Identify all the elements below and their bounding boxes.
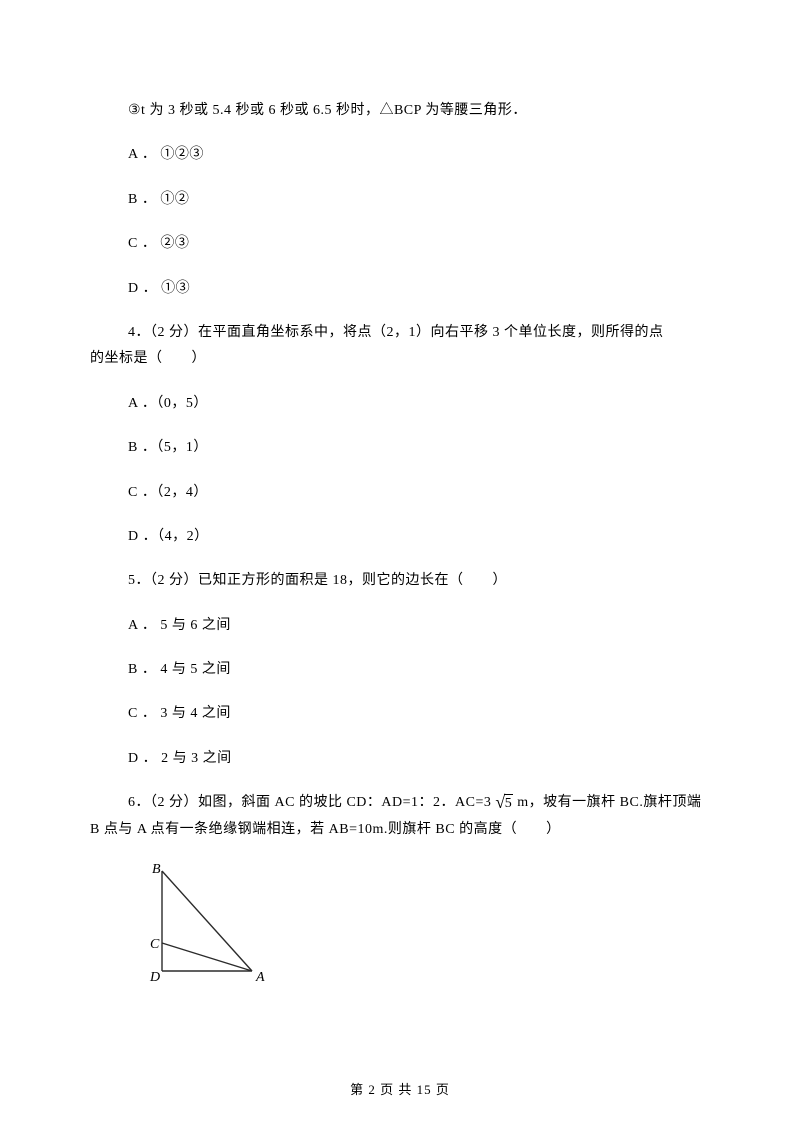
question-6-line1: 6．（2 分）如图，斜面 AC 的坡比 CD：AD=1：2．AC=3 √5 m，… [90,792,710,814]
question-4-line2: 的坐标是（ ） [90,348,710,370]
svg-text:B: B [152,863,161,877]
svg-text:D: D [149,970,160,985]
q6-post-text: m，坡有一旗杆 BC.旗杆顶端 [513,795,701,810]
intro-option-c: C ． ②③ [90,233,710,255]
q4-option-c: C ．（2，4） [90,482,710,504]
q5-option-d: D ． 2 与 3 之间 [90,748,710,770]
question-5: 5．（2 分）已知正方形的面积是 18，则它的边长在（ ） [90,570,710,592]
q5-option-b: B ． 4 与 5 之间 [90,659,710,681]
page-footer: 第 2 页 共 15 页 [0,1079,800,1098]
question-4-line1: 4．（2 分）在平面直角坐标系中，将点（2，1）向右平移 3 个单位长度，则所得… [90,322,710,344]
q5-option-a: A ． 5 与 6 之间 [90,615,710,637]
triangle-figure: B C D A [90,863,710,987]
question-6-line2: B 点与 A 点有一条绝缘钢端相连，若 AB=10m.则旗杆 BC 的高度（ ） [90,819,710,841]
q5-option-c: C ． 3 与 4 之间 [90,703,710,725]
sqrt-value: 5 [504,794,514,811]
q4-option-b: B ．（5，1） [90,437,710,459]
intro-option-d: D ． ①③ [90,278,710,300]
q4-option-d: D ．（4，2） [90,526,710,548]
intro-option-b: B ． ①② [90,189,710,211]
sqrt-icon: √5 [495,793,513,813]
intro-option-a: A ． ①②③ [90,144,710,166]
q6-pre-text: 6．（2 分）如图，斜面 AC 的坡比 CD：AD=1：2．AC=3 [128,795,495,810]
document-page: ③t 为 3 秒或 5.4 秒或 6 秒或 6.5 秒时，△BCP 为等腰三角形… [0,0,800,1057]
svg-text:A: A [255,970,265,985]
q4-option-a: A ．（0，5） [90,393,710,415]
statement-3: ③t 为 3 秒或 5.4 秒或 6 秒或 6.5 秒时，△BCP 为等腰三角形… [90,100,710,122]
svg-text:C: C [150,937,160,952]
